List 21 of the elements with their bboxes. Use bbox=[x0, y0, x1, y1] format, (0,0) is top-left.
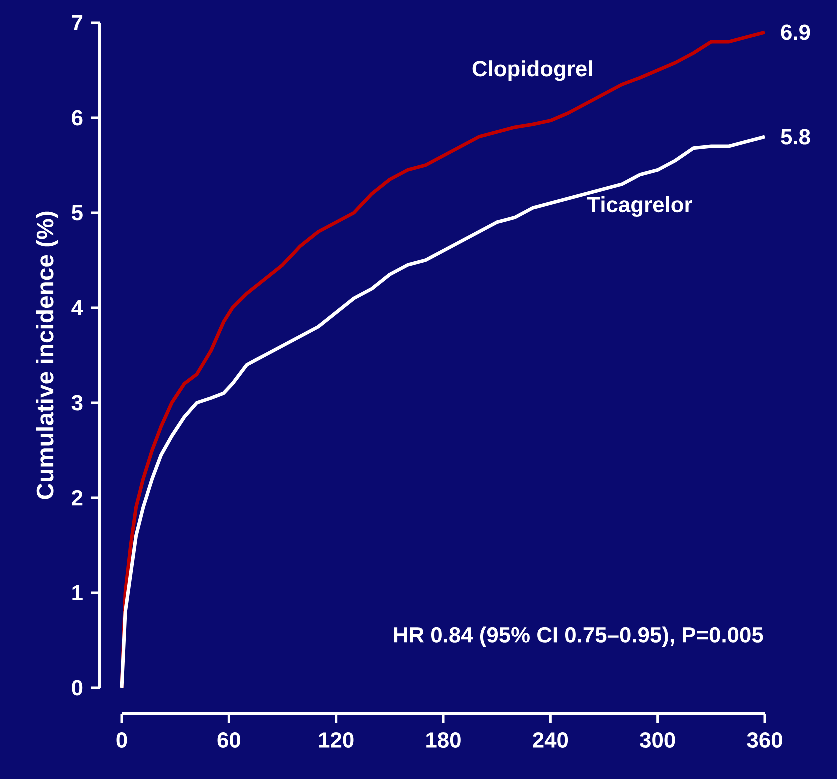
annotation: 6.9 bbox=[781, 24, 810, 40]
x-tick-label: 180 bbox=[426, 732, 461, 748]
y-tick-label: 0 bbox=[72, 680, 83, 696]
y-tick-label: 7 bbox=[72, 15, 83, 31]
y-tick-label: 6 bbox=[72, 110, 83, 126]
x-tick-label: 360 bbox=[747, 732, 782, 748]
x-tick-label: 300 bbox=[640, 732, 676, 748]
y-tick-label: 5 bbox=[72, 205, 83, 221]
x-tick-label: 0 bbox=[116, 732, 128, 748]
series-label: Ticagrelor bbox=[587, 196, 692, 218]
y-tick-label: 4 bbox=[72, 300, 84, 316]
annotation: HR 0.84 (95% CI 0.75–0.95), P=0.005 bbox=[394, 626, 764, 648]
y-axis-title: Cumulative incidence (%) bbox=[36, 212, 59, 500]
x-tick-label: 240 bbox=[533, 732, 568, 748]
series-label: Clopidogrel bbox=[472, 60, 592, 82]
x-tick-label: 120 bbox=[319, 732, 354, 748]
y-tick-label: 2 bbox=[72, 490, 83, 506]
annotation: 5.8 bbox=[781, 129, 810, 145]
x-tick-label: 60 bbox=[218, 732, 240, 748]
y-tick-label: 1 bbox=[72, 585, 83, 601]
y-tick-label: 3 bbox=[72, 395, 83, 411]
